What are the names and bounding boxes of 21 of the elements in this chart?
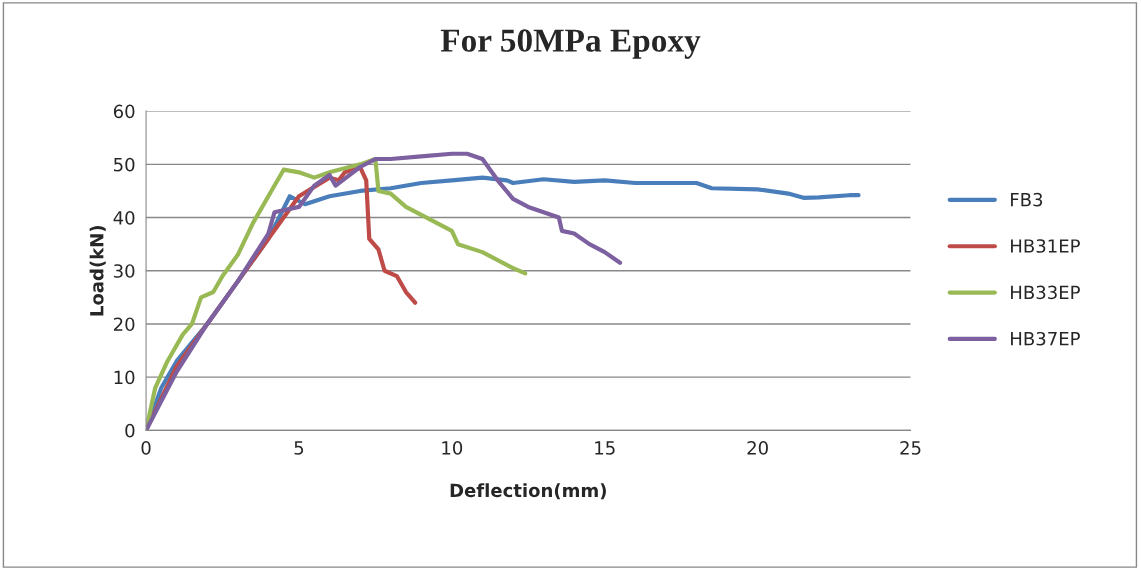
x-tick-label: 10	[442, 441, 463, 455]
chart-title: For 50MPa Epoxy	[440, 29, 701, 59]
y-tick-label: 60	[113, 104, 135, 119]
y-tick-label: 50	[114, 157, 135, 172]
legend-label: HB33EP	[1011, 285, 1080, 300]
x-axis-title: Deflection(mm)	[450, 483, 606, 500]
legend-label: FB3	[1011, 192, 1043, 207]
y-tick-label: 20	[113, 317, 135, 332]
y-tick-label: 30	[114, 264, 135, 278]
y-axis-title: Load(kN)	[89, 225, 106, 316]
y-tick-label: 10	[114, 370, 135, 385]
x-tick-label: 20	[747, 441, 768, 455]
legend-label: HB37EP	[1011, 331, 1080, 346]
x-tick-label: 5	[294, 441, 304, 455]
y-tick-label: 0	[125, 423, 135, 438]
x-tick-label: 15	[595, 441, 615, 455]
x-tick-label: 25	[900, 441, 921, 455]
line-series	[146, 151, 623, 431]
legend-label: HB31EP	[1011, 239, 1080, 253]
x-tick-label: 0	[141, 441, 151, 455]
y-tick-label: 40	[113, 211, 135, 225]
